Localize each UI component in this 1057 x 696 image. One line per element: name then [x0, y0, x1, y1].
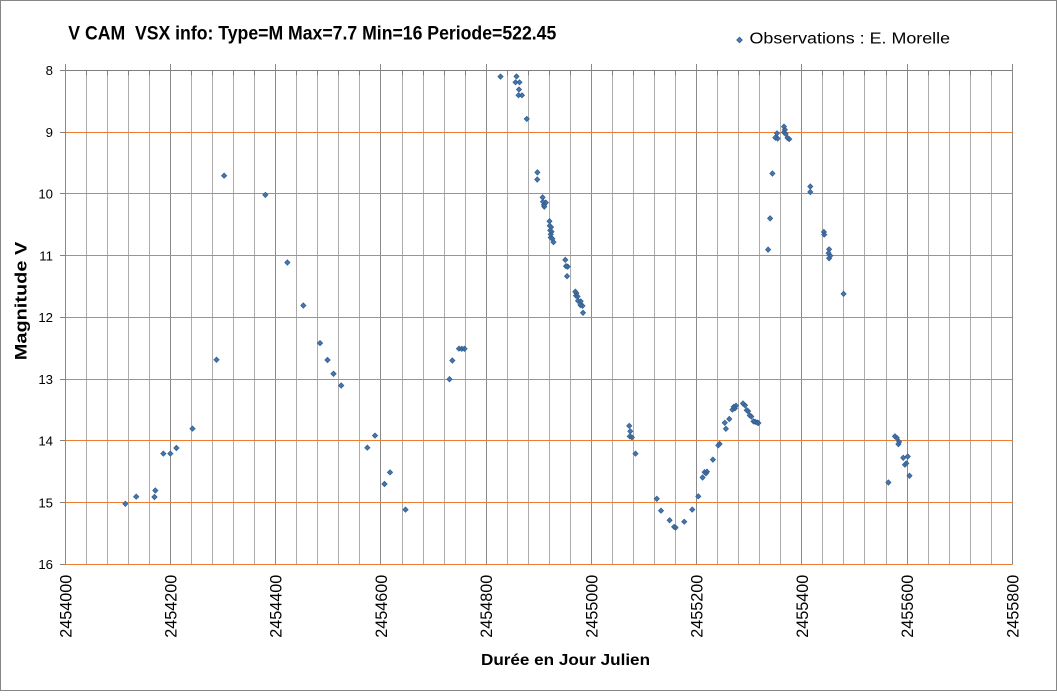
svg-text:9: 9	[46, 125, 53, 140]
svg-text:2455000: 2455000	[583, 575, 601, 638]
svg-text:V CAM VSX info: Type=M Max=7.: V CAM VSX info: Type=M Max=7.7 Min=16 Pe…	[68, 23, 556, 44]
svg-text:2455800: 2455800	[1004, 575, 1022, 638]
svg-text:Magnitude V: Magnitude V	[12, 241, 31, 360]
svg-text:Observations : E. Morelle: Observations : E. Morelle	[750, 30, 951, 47]
svg-text:2454200: 2454200	[163, 575, 181, 638]
svg-text:2454800: 2454800	[478, 575, 496, 638]
svg-text:12: 12	[38, 310, 53, 325]
svg-text:2454400: 2454400	[268, 575, 286, 638]
svg-text:2454000: 2454000	[57, 575, 75, 638]
svg-text:2455200: 2455200	[689, 575, 707, 638]
svg-text:2455400: 2455400	[794, 575, 812, 638]
svg-text:15: 15	[38, 495, 53, 510]
svg-text:16: 16	[38, 557, 53, 572]
svg-text:11: 11	[39, 248, 53, 263]
svg-text:Durée en Jour Julien: Durée en Jour Julien	[481, 652, 650, 669]
svg-text:2454600: 2454600	[373, 575, 391, 638]
svg-text:13: 13	[38, 372, 53, 387]
svg-text:10: 10	[38, 187, 53, 202]
svg-text:2455600: 2455600	[899, 575, 917, 638]
svg-text:8: 8	[46, 63, 53, 78]
svg-text:14: 14	[38, 434, 53, 449]
